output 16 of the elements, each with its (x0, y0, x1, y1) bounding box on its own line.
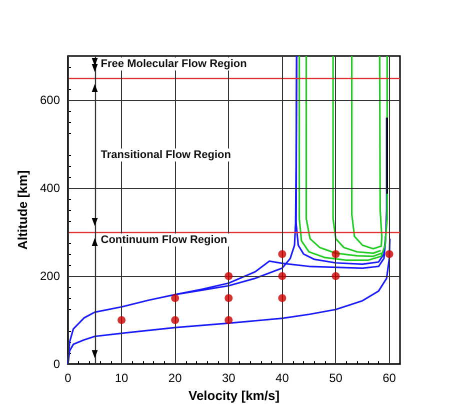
y-tick-label: 200 (40, 269, 60, 284)
y-axis-title: Altitude [km] (15, 170, 30, 250)
y-tick-label: 0 (53, 357, 60, 372)
annotation: Free Molecular Flow Region (100, 58, 248, 70)
x-tick-label: 50 (329, 371, 343, 386)
x-tick-label: 20 (168, 371, 182, 386)
x-axis-title: Velocity [km/s] (188, 388, 280, 403)
x-tick-label: 10 (114, 371, 129, 386)
x-tick-label: 60 (382, 371, 396, 386)
y-tick-label: 600 (40, 93, 60, 108)
annotation: Transitional Flow Region (100, 149, 232, 162)
x-tick-label: 30 (222, 371, 236, 386)
y-tick-label: 400 (40, 181, 60, 196)
x-tick-label: 0 (64, 371, 72, 386)
annotation: Continuum Flow Region (100, 234, 228, 246)
x-tick-label: 40 (276, 371, 290, 386)
